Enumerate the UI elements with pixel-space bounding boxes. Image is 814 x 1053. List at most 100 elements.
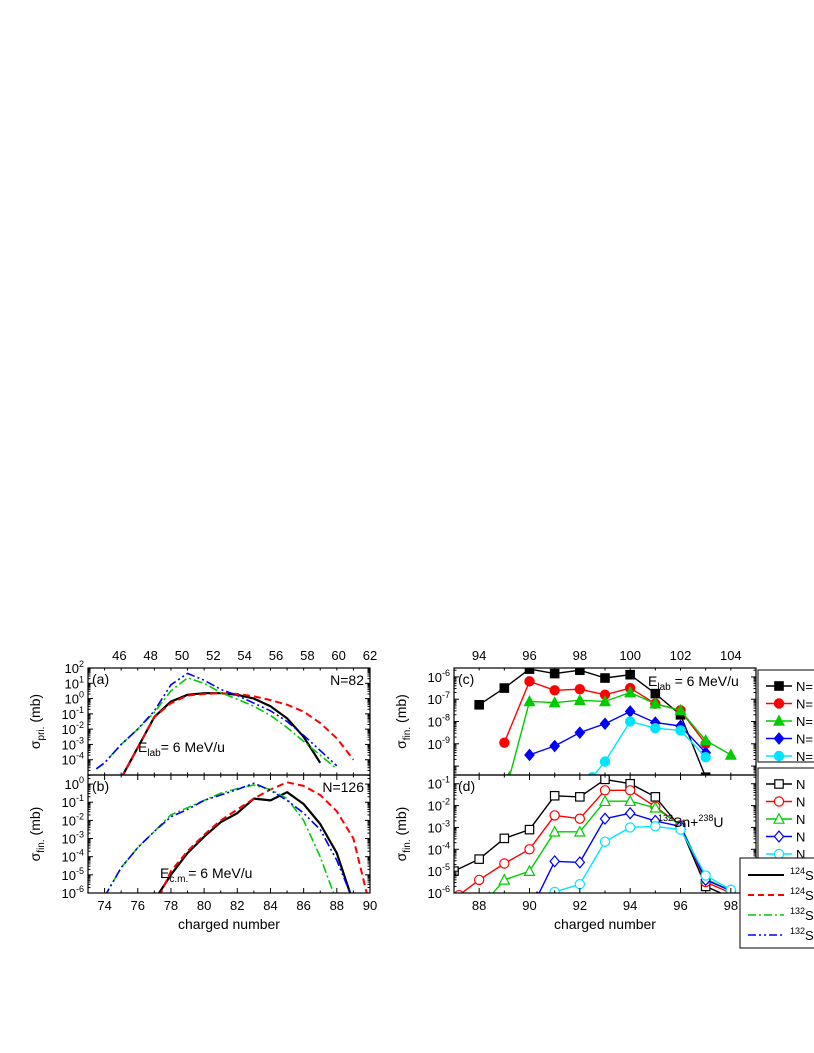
data-point: [650, 722, 661, 734]
y-axis-label: σfin. (mb): [393, 807, 413, 862]
data-point: [524, 748, 535, 762]
data-point: [499, 737, 510, 748]
data-point: [575, 668, 585, 676]
data-point: [574, 856, 586, 869]
energy-rest: = 6 MeV/u: [161, 739, 225, 755]
y-label-base: σ: [27, 740, 43, 749]
tick-exponent: -6: [442, 884, 450, 894]
legend-marker: [774, 779, 784, 789]
data-point: [573, 693, 586, 706]
energy-rest: = 6 MeV/u: [188, 865, 252, 881]
tick-base: 10: [428, 737, 442, 752]
x-tick-label: 80: [197, 898, 211, 913]
data-point: [699, 733, 712, 746]
tick-exponent: 1: [79, 674, 84, 684]
y-tick-label: 10-6: [62, 884, 84, 901]
series-line-5: [593, 720, 707, 775]
tick-base: 10: [428, 864, 442, 879]
series-line-1: [478, 668, 706, 775]
tick-base: 10: [428, 715, 442, 730]
top-tick-label: 48: [143, 648, 157, 663]
energy-base: E: [138, 739, 147, 755]
series-group: [474, 668, 737, 775]
tick-exponent: -4: [442, 840, 450, 850]
tick-exponent: -6: [76, 884, 84, 894]
top-tick-label: 100: [619, 648, 641, 663]
y-tick-label: 10-8: [428, 713, 450, 730]
legend-marker: [773, 698, 785, 709]
y-label-rest: (mb): [393, 694, 409, 727]
x-tick-label: 86: [296, 898, 310, 913]
y-label-base: σ: [27, 852, 43, 861]
legend-nucleus: Sn: [805, 868, 814, 883]
reaction-nucleus-2: U: [713, 814, 723, 830]
legend-label: 132Sn: [790, 906, 814, 923]
data-point: [624, 806, 636, 820]
data-point: [599, 785, 611, 796]
legend-filled-markers: N= N= N= N= N=: [757, 669, 814, 764]
tick-base: 10: [428, 777, 442, 792]
legend-label: N: [796, 812, 805, 827]
y-axis-label: σfin. (mb): [393, 694, 413, 749]
legend-marker: [773, 812, 785, 824]
y-tick-label: 10-4: [62, 848, 84, 865]
data-point: [574, 879, 586, 890]
y-tick-label: 10-9: [428, 735, 450, 752]
series-group: [454, 775, 737, 893]
legend-label: N=: [796, 749, 813, 764]
tick-exponent: -2: [442, 797, 450, 807]
tick-exponent: -8: [442, 713, 450, 723]
legend-mass: 124: [790, 886, 805, 896]
tick-exponent: -1: [76, 705, 84, 715]
data-point: [574, 726, 586, 739]
y-tick-label: 10-3: [428, 818, 450, 835]
tick-base: 10: [62, 795, 76, 810]
tick-exponent: -3: [76, 735, 84, 745]
data-point: [549, 854, 561, 868]
legend-label: N=: [796, 714, 813, 729]
x-tick-label: 96: [673, 898, 687, 913]
data-point: [624, 686, 637, 698]
legend-marker: [773, 732, 785, 745]
y-tick-label: 10-1: [62, 793, 84, 810]
y-label-sub: fin.: [36, 839, 47, 852]
tick-base: 10: [62, 886, 76, 901]
legend-marker: [773, 830, 785, 843]
y-tick-label: 10-3: [62, 735, 84, 752]
y-tick-label: 100: [65, 690, 84, 707]
data-point: [549, 790, 560, 801]
tick-base: 10: [65, 661, 79, 676]
neutron-number-label: N=126: [322, 779, 364, 795]
y-tick-label: 10-2: [428, 797, 450, 814]
data-point: [524, 676, 535, 687]
tick-exponent: -3: [76, 830, 84, 840]
tick-base: 10: [62, 722, 76, 737]
y-axis-label: σpri. (mb): [27, 694, 47, 749]
top-tick-label: 58: [300, 648, 314, 663]
tick-base: 10: [428, 692, 442, 707]
data-point: [587, 772, 598, 775]
data-point: [548, 825, 561, 837]
y-label-base: σ: [393, 852, 409, 861]
x-tick-label: 88: [330, 898, 344, 913]
data-point: [624, 822, 636, 833]
top-tick-label: 94: [472, 648, 486, 663]
x-tick-label: 74: [97, 898, 111, 913]
data-point: [549, 685, 560, 696]
energy-sub: lab: [657, 682, 671, 693]
series-line-4: [95, 672, 338, 770]
legend-box: [757, 767, 814, 861]
data-point: [625, 669, 635, 680]
tick-exponent: -6: [442, 668, 450, 678]
x-axis-label: charged number: [554, 916, 656, 932]
top-tick-label: 104: [720, 648, 742, 663]
tick-base: 10: [62, 737, 76, 752]
data-point: [700, 751, 711, 763]
y-label-rest: (mb): [27, 807, 43, 840]
top-tick-label: 98: [573, 648, 587, 663]
x-tick-label: 92: [573, 898, 587, 913]
y-label-sub: fin.: [402, 727, 413, 740]
data-point: [599, 694, 611, 707]
